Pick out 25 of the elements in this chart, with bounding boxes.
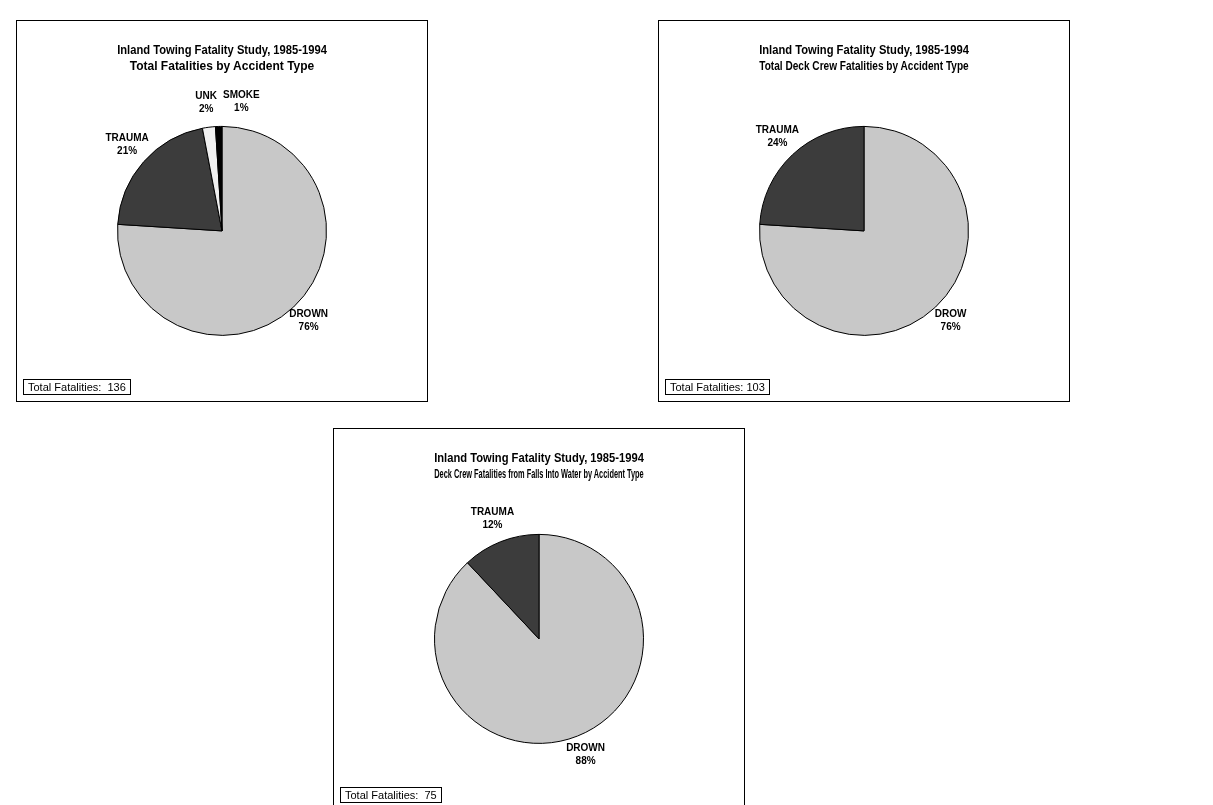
slice-label: SMOKE: [222, 89, 260, 101]
slice-label: DROW: [934, 308, 967, 320]
data-label: 76%: [298, 321, 319, 333]
chart-subtitle: Total Fatalities by Accident Type: [129, 58, 315, 73]
text: Total Fatalities: 136: [23, 379, 131, 395]
data-label: 24%: [767, 136, 788, 148]
slice-label: UNK: [195, 90, 218, 102]
text: Total Fatalities: 75: [340, 787, 442, 803]
data-label: 2%: [198, 103, 214, 115]
text: Total Fatalities: 103: [665, 379, 770, 395]
data-label: 21%: [117, 145, 138, 157]
slice-label: DROWN: [289, 308, 329, 320]
data-label: 76%: [940, 321, 961, 333]
chart-title: Inland Towing Fatality Study, 1985-1994: [434, 450, 645, 464]
data-label: 88%: [575, 754, 596, 766]
chart-title: Inland Towing Fatality Study, 1985-1994: [117, 42, 328, 56]
slice-label: TRAUMA: [755, 123, 800, 135]
data-label: 1%: [234, 102, 249, 114]
slice-label: TRAUMA: [470, 506, 515, 518]
chart-subtitle: Deck Crew Fatalities from Falls Into Water by Accident Type: [434, 467, 645, 481]
slice-label: TRAUMA: [105, 132, 149, 144]
chart-subtitle: Total Deck Crew Fatalities by Accident Type: [759, 59, 969, 73]
chart-title: Inland Towing Fatality Study, 1985-1994: [759, 42, 970, 56]
slice-label: DROWN: [566, 741, 606, 753]
data-label: 12%: [482, 519, 503, 531]
